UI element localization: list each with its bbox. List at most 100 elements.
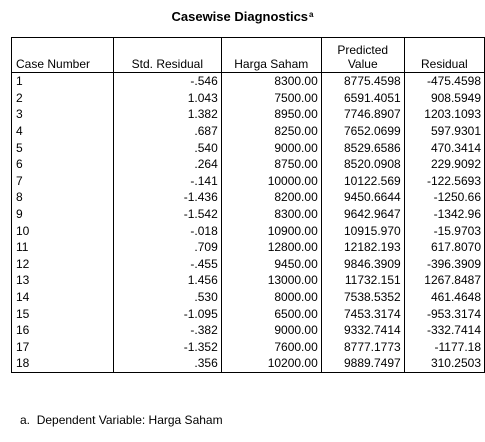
table-row: 5 .540 9000.00 8529.6586 470.3414 [12, 139, 485, 156]
cell-harga-saham: 10200.00 [220, 355, 322, 373]
cell-std-residual: .530 [112, 288, 222, 306]
cell-harga-saham: 10000.00 [220, 172, 322, 190]
cell-predicted-value: 7538.5352 [320, 288, 405, 306]
table-row: 11 .709 12800.00 12182.193 617.8070 [12, 238, 485, 256]
casewise-diagnostics-table: Case Number Std. Residual Harga Saham Pr… [11, 37, 485, 373]
cell-harga-saham: 7500.00 [220, 89, 322, 107]
header-std-residual: Std. Residual [112, 37, 222, 73]
cell-case-number: 9 [16, 207, 23, 222]
table-row: 16 -.382 9000.00 9332.7414 -332.7414 [12, 321, 485, 339]
table-row: 15 -1.095 6500.00 7453.3174 -953.3174 [12, 305, 485, 322]
header-row: Case Number Std. Residual Harga Saham Pr… [11, 37, 485, 73]
cell-std-residual: 1.382 [112, 106, 222, 123]
cell-predicted-value: 9450.6644 [320, 189, 405, 206]
cell-std-residual: 1.043 [112, 89, 222, 107]
cell-residual: 461.4648 [403, 288, 485, 306]
table-row: 13 1.456 13000.00 11732.151 1267.8487 [12, 272, 485, 289]
cell-case-number: 2 [16, 90, 23, 105]
table-row: 9 -1.542 8300.00 9642.9647 -1342.96 [12, 205, 485, 223]
cell-harga-saham: 7600.00 [220, 338, 322, 356]
cell-std-residual: .264 [112, 155, 222, 173]
cell-predicted-value: 8520.0908 [320, 155, 405, 173]
table-row: 1 -.546 8300.00 8775.4598 -475.4598 [12, 72, 485, 90]
cell-case-number: 15 [16, 306, 30, 321]
cell-residual: 908.5949 [403, 89, 485, 107]
cell-residual: 597.9301 [403, 122, 485, 140]
cell-predicted-value: 9642.9647 [320, 205, 405, 223]
cell-predicted-value: 9846.3909 [320, 255, 405, 273]
table-row: 12 -.455 9450.00 9846.3909 -396.3909 [12, 255, 485, 273]
cell-predicted-value: 8775.4598 [320, 72, 405, 90]
cell-harga-saham: 6500.00 [220, 305, 322, 322]
table-row: 14 .530 8000.00 7538.5352 461.4648 [12, 288, 485, 306]
cell-std-residual: -.382 [112, 321, 222, 339]
cell-residual: -332.7414 [403, 321, 485, 339]
table-row: 2 1.043 7500.00 6591.4051 908.5949 [12, 89, 485, 107]
cell-harga-saham: 9000.00 [220, 139, 322, 156]
cell-std-residual: -.141 [112, 172, 222, 190]
table-row: 7 -.141 10000.00 10122.569 -122.5693 [12, 172, 485, 190]
header-harga-saham: Harga Saham [220, 37, 322, 73]
cell-case-number: 10 [16, 223, 30, 238]
cell-std-residual: .687 [112, 122, 222, 140]
header-residual: Residual [403, 37, 485, 73]
cell-residual: 310.2503 [403, 355, 485, 373]
footnote: a. Dependent Variable: Harga Saham [20, 413, 223, 427]
header-case-number: Case Number [11, 37, 114, 73]
cell-case-number: 16 [16, 323, 30, 338]
cell-std-residual: 1.456 [112, 272, 222, 289]
cell-predicted-value: 10122.569 [320, 172, 405, 190]
cell-residual: 1203.1093 [403, 106, 485, 123]
cell-residual: 617.8070 [403, 238, 485, 256]
cell-harga-saham: 12800.00 [220, 238, 322, 256]
cell-harga-saham: 8250.00 [220, 122, 322, 140]
cell-case-number: 13 [16, 273, 30, 288]
cell-residual: -1250.66 [403, 189, 485, 206]
footnote-text: Dependent Variable: Harga Saham [36, 413, 223, 427]
cell-case-number: 11 [16, 240, 29, 255]
cell-harga-saham: 13000.00 [220, 272, 322, 289]
cell-residual: 229.9092 [403, 155, 485, 173]
cell-predicted-value: 7652.0699 [320, 122, 405, 140]
footnote-marker-superscript: a [309, 10, 314, 19]
cell-std-residual: .540 [112, 139, 222, 156]
cell-harga-saham: 9450.00 [220, 255, 322, 273]
cell-std-residual: .356 [112, 355, 222, 373]
table-row: 17 -1.352 7600.00 8777.1773 -1177.18 [12, 338, 485, 356]
cell-case-number: 1 [16, 74, 23, 89]
cell-residual: -15.9703 [403, 222, 485, 239]
table-title: Casewise Diagnosticsa [0, 9, 485, 25]
cell-harga-saham: 8300.00 [220, 205, 322, 223]
table-row: 8 -1.436 8200.00 9450.6644 -1250.66 [12, 189, 485, 206]
cell-predicted-value: 7453.3174 [320, 305, 405, 322]
footnote-marker: a. [20, 413, 31, 427]
table-row: 3 1.382 8950.00 7746.8907 1203.1093 [12, 106, 485, 123]
cell-residual: -122.5693 [403, 172, 485, 190]
cell-predicted-value: 12182.193 [320, 238, 405, 256]
cell-std-residual: -1.436 [112, 189, 222, 206]
cell-residual: -1177.18 [403, 338, 485, 356]
table-row: 6 .264 8750.00 8520.0908 229.9092 [12, 155, 485, 173]
cell-predicted-value: 8529.6586 [320, 139, 405, 156]
cell-case-number: 12 [16, 256, 30, 271]
cell-harga-saham: 8000.00 [220, 288, 322, 306]
cell-std-residual: -1.095 [112, 305, 222, 322]
cell-residual: -475.4598 [403, 72, 485, 90]
cell-case-number: 17 [16, 339, 30, 354]
cell-case-number: 4 [16, 124, 23, 139]
cell-predicted-value: 9889.7497 [320, 355, 405, 373]
table-row: 4 .687 8250.00 7652.0699 597.9301 [12, 122, 485, 140]
cell-predicted-value: 10915.970 [320, 222, 405, 239]
cell-harga-saham: 8950.00 [220, 106, 322, 123]
cell-residual: -953.3174 [403, 305, 485, 322]
cell-std-residual: -.546 [112, 72, 222, 90]
table-row: 18 .356 10200.00 9889.7497 310.2503 [12, 355, 485, 373]
cell-case-number: 8 [16, 190, 23, 205]
cell-std-residual: -1.352 [112, 338, 222, 356]
cell-residual: 1267.8487 [403, 272, 485, 289]
header-predicted-value: Predicted Value [320, 37, 405, 73]
table-body: 1 -.546 8300.00 8775.4598 -475.4598 2 1.043 750… [12, 72, 485, 373]
cell-predicted-value: 9332.7414 [320, 321, 405, 339]
cell-predicted-value: 11732.151 [320, 272, 405, 289]
cell-harga-saham: 9000.00 [220, 321, 322, 339]
